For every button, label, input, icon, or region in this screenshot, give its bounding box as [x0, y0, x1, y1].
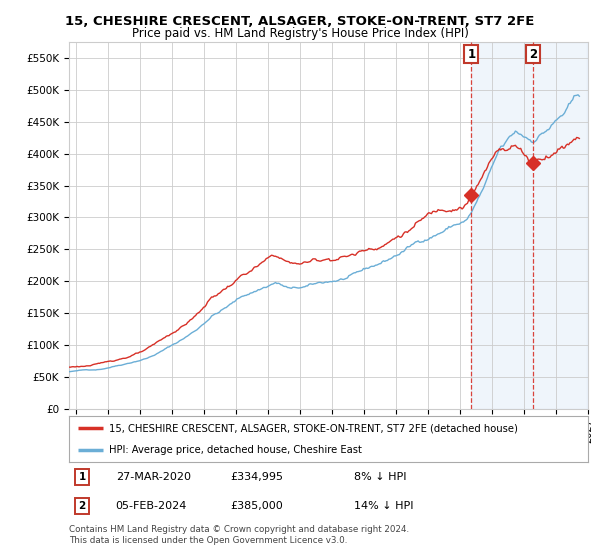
Text: 8% ↓ HPI: 8% ↓ HPI [355, 472, 407, 482]
Text: 15, CHESHIRE CRESCENT, ALSAGER, STOKE-ON-TRENT, ST7 2FE (detached house): 15, CHESHIRE CRESCENT, ALSAGER, STOKE-ON… [109, 423, 518, 433]
Text: 15, CHESHIRE CRESCENT, ALSAGER, STOKE-ON-TRENT, ST7 2FE: 15, CHESHIRE CRESCENT, ALSAGER, STOKE-ON… [65, 15, 535, 27]
Text: Contains HM Land Registry data © Crown copyright and database right 2024.
This d: Contains HM Land Registry data © Crown c… [69, 525, 409, 545]
Bar [472, 42, 587, 409]
Text: £334,995: £334,995 [230, 472, 283, 482]
Text: 2: 2 [79, 501, 86, 511]
Text: Price paid vs. HM Land Registry's House Price Index (HPI): Price paid vs. HM Land Registry's House … [131, 27, 469, 40]
Text: 2: 2 [529, 48, 537, 60]
Text: £385,000: £385,000 [230, 501, 283, 511]
Text: 05-FEB-2024: 05-FEB-2024 [116, 501, 187, 511]
Text: 14% ↓ HPI: 14% ↓ HPI [355, 501, 414, 511]
Text: 1: 1 [467, 48, 475, 60]
Text: 27-MAR-2020: 27-MAR-2020 [116, 472, 191, 482]
Text: HPI: Average price, detached house, Cheshire East: HPI: Average price, detached house, Ches… [109, 445, 362, 455]
Text: 1: 1 [79, 472, 86, 482]
